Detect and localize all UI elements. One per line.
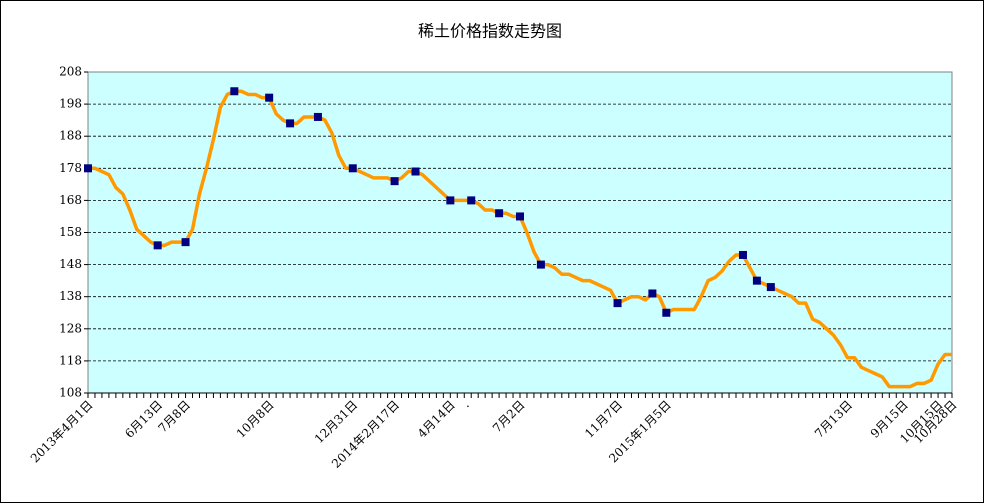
marker <box>153 241 162 250</box>
y-tick-label: 188 <box>59 129 82 143</box>
y-tick-label: 148 <box>59 257 82 271</box>
marker <box>467 196 476 205</box>
marker <box>411 167 420 176</box>
y-tick-label: 158 <box>59 225 82 239</box>
marker <box>662 308 671 317</box>
marker <box>495 209 504 218</box>
marker <box>230 87 239 96</box>
chart-title: 稀土价格指数走势图 <box>418 22 562 41</box>
y-tick-label: 128 <box>59 321 82 335</box>
marker <box>390 177 399 186</box>
marker <box>516 212 524 221</box>
y-tick-label: 138 <box>59 289 82 303</box>
marker <box>313 112 322 121</box>
marker <box>181 238 190 247</box>
y-tick-label: 168 <box>59 193 82 207</box>
marker <box>446 196 455 205</box>
y-tick-label: 108 <box>59 386 82 400</box>
marker <box>265 93 274 102</box>
marker <box>648 289 657 298</box>
marker <box>738 250 747 259</box>
marker <box>286 119 295 128</box>
marker <box>613 299 622 308</box>
marker <box>766 283 775 292</box>
y-tick-label: 118 <box>59 353 82 367</box>
marker <box>536 260 545 269</box>
y-tick-label: 198 <box>59 97 82 111</box>
marker <box>752 276 761 285</box>
marker <box>348 164 357 173</box>
marker <box>84 164 92 173</box>
y-tick-label: 208 <box>59 65 82 79</box>
y-tick-label: 178 <box>59 161 82 175</box>
